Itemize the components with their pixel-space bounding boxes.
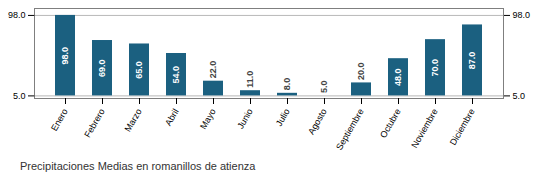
svg-text:48.0: 48.0	[393, 69, 403, 87]
svg-text:5.0: 5.0	[319, 80, 329, 93]
svg-text:Julio: Julio	[274, 107, 292, 128]
svg-text:65.0: 65.0	[134, 61, 144, 79]
html-text:Precipitaciones Medias en roma: Precipitaciones Medias en romanillos de …	[20, 160, 256, 172]
svg-text:Febrero: Febrero	[82, 107, 106, 139]
svg-text:Marzo: Marzo	[123, 107, 144, 134]
svg-text:8.0: 8.0	[282, 78, 292, 91]
svg-text:5.0: 5.0	[13, 91, 26, 101]
svg-text:Mayo: Mayo	[198, 107, 218, 131]
svg-text:Junio: Junio	[235, 107, 254, 131]
svg-text:20.0: 20.0	[356, 62, 366, 80]
svg-text:69.0: 69.0	[97, 59, 107, 77]
svg-text:Enero: Enero	[49, 107, 70, 133]
svg-text:Septiembre: Septiembre	[334, 107, 366, 152]
svg-text:Octubre: Octubre	[378, 107, 403, 140]
svg-text:Diciembre: Diciembre	[448, 107, 477, 147]
svg-text:98.0: 98.0	[8, 10, 26, 20]
svg-text:Noviembre: Noviembre	[409, 107, 439, 150]
svg-text:11.0: 11.0	[245, 71, 255, 88]
svg-text:Agosto: Agosto	[306, 107, 329, 136]
svg-text:54.0: 54.0	[171, 66, 181, 84]
svg-text:87.0: 87.0	[467, 52, 477, 70]
svg-text:98.0: 98.0	[513, 10, 531, 20]
svg-text:98.0: 98.0	[60, 47, 70, 65]
svg-text:5.0: 5.0	[513, 91, 526, 101]
svg-text:22.0: 22.0	[208, 61, 218, 79]
svg-text:70.0: 70.0	[430, 59, 440, 77]
svg-text:Abril: Abril	[163, 107, 181, 128]
